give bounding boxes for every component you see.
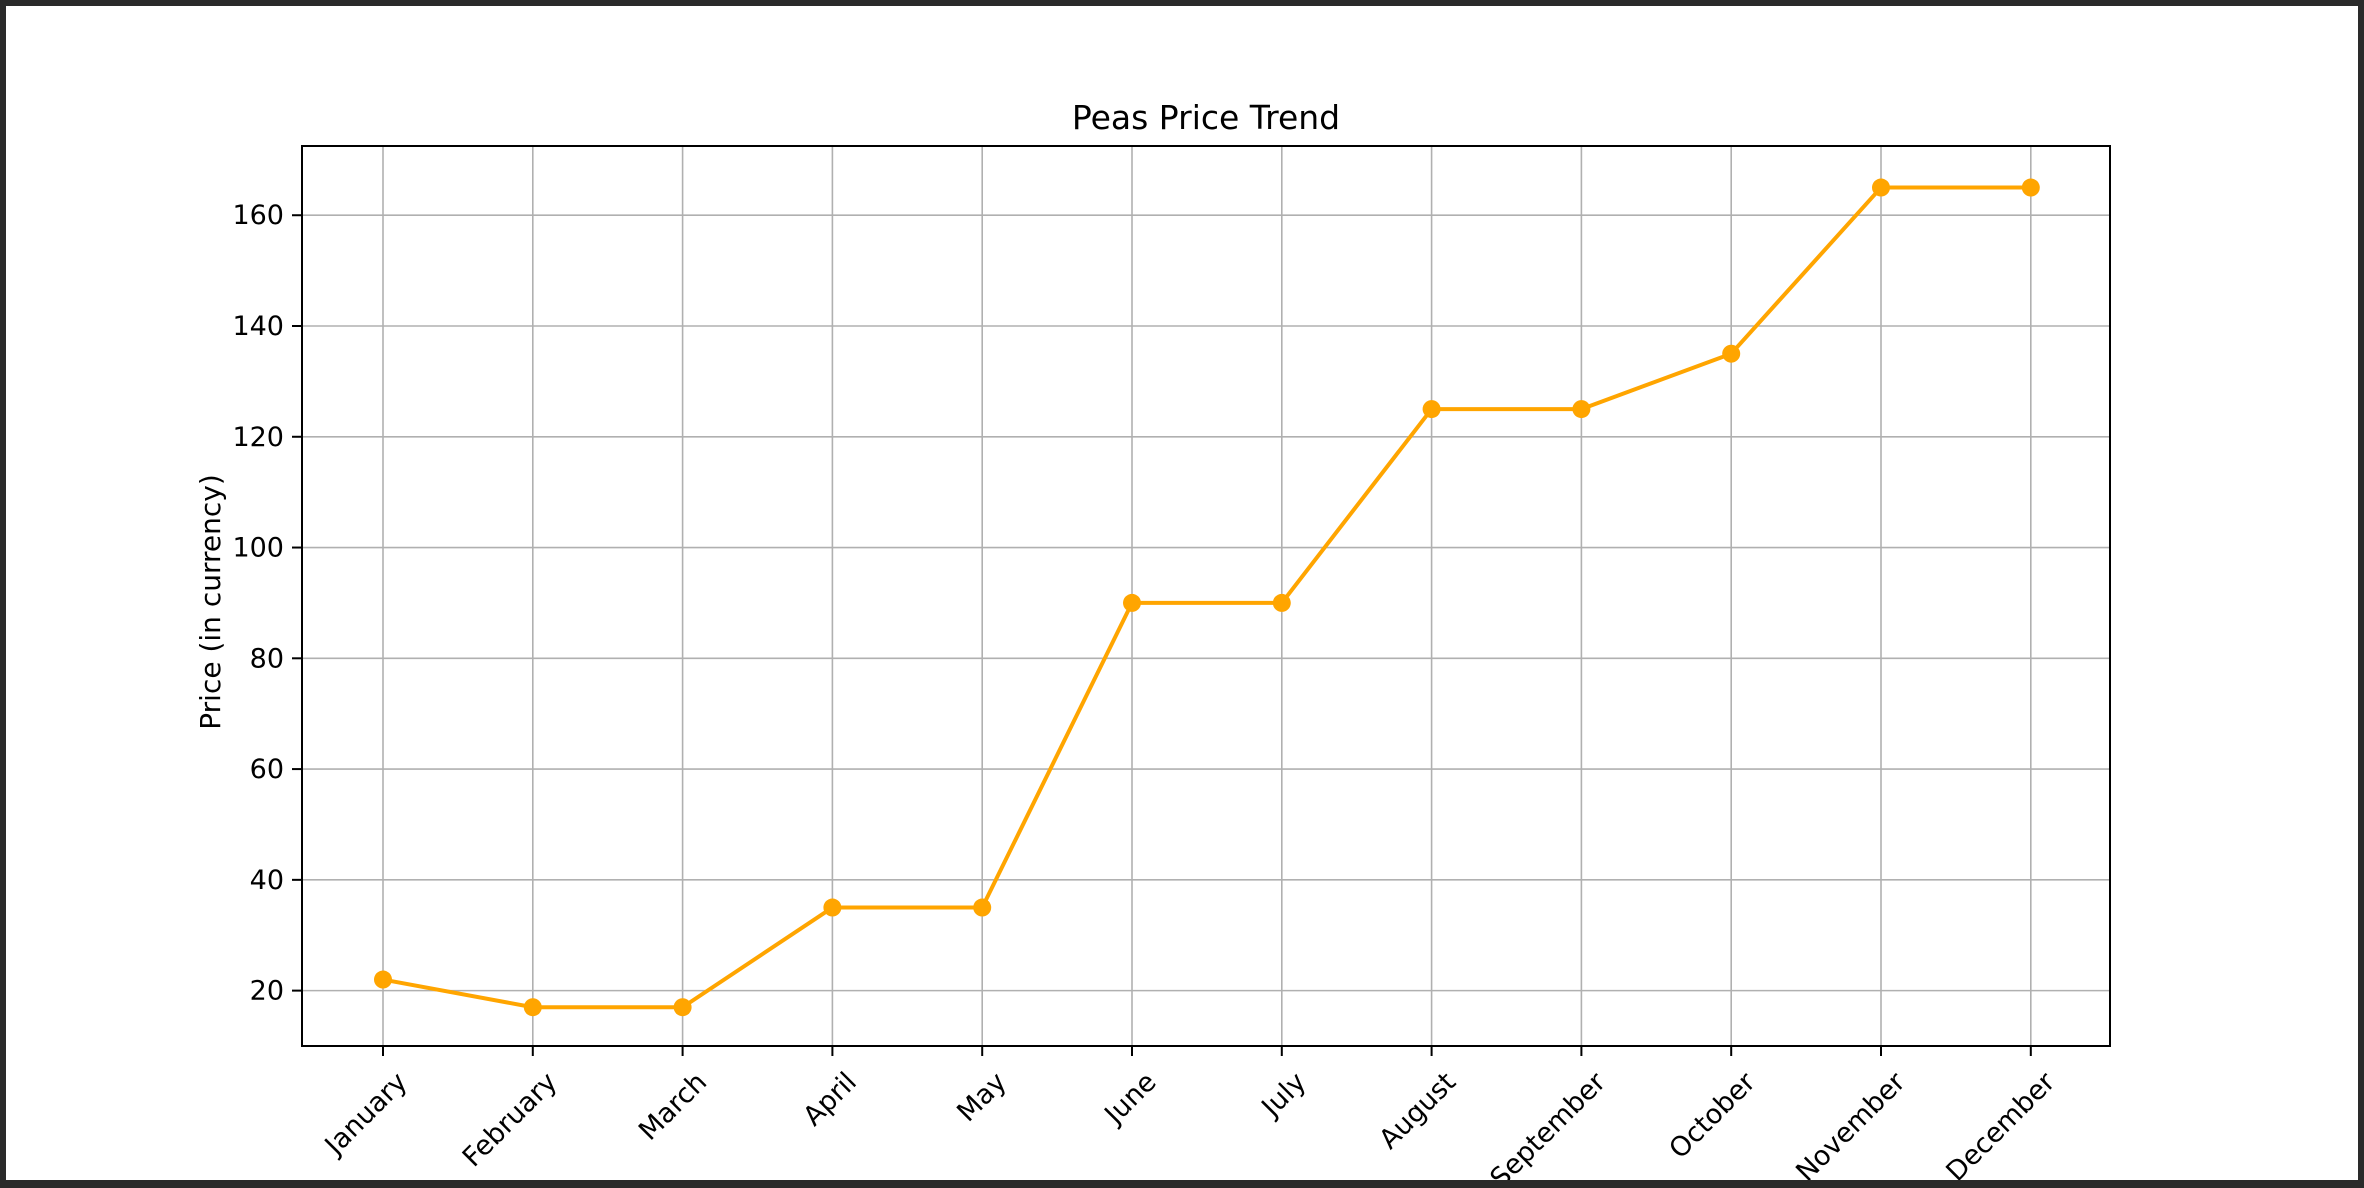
x-tick-label: August [1373, 1067, 1462, 1156]
data-point [1872, 178, 1890, 197]
x-tick-label: March [633, 1067, 713, 1147]
data-point [1422, 400, 1441, 419]
x-tick-label: July [1255, 1067, 1313, 1125]
y-tick-label: 120 [232, 422, 284, 453]
plot-area-frame [301, 145, 2111, 1047]
y-tick-label: 140 [232, 311, 284, 342]
x-axis-ticks: January February March April May June July Augu… [318, 1046, 2062, 1180]
data-point [973, 898, 992, 917]
x-tick-label: June [1098, 1067, 1163, 1132]
x-tick-label: January [318, 1067, 414, 1163]
y-tick-label: 100 [232, 533, 284, 564]
y-tick-label: 40 [250, 865, 284, 896]
series-layer [374, 178, 2040, 1017]
x-tick-label: February [457, 1067, 564, 1174]
data-point [1123, 593, 1141, 612]
data-point [2021, 178, 2040, 197]
x-tick-label: December [1940, 1066, 2062, 1180]
data-point [1722, 344, 1741, 363]
data-point [823, 898, 842, 917]
y-axis-ticks: 20 40 60 80 100 120 140 160 [232, 200, 302, 1007]
grid-lines [302, 146, 2110, 1046]
chart-title: Peas Price Trend [1072, 98, 1340, 137]
x-tick-label: May [951, 1067, 1012, 1128]
y-axis-label: Price (in currency) [194, 474, 227, 729]
series-line [382, 185, 2031, 1010]
y-tick-label: 160 [232, 200, 284, 231]
x-tick-label: April [797, 1067, 863, 1133]
x-tick-label: November [1790, 1066, 1912, 1180]
data-point [673, 998, 692, 1017]
x-tick-label: September [1484, 1066, 1612, 1180]
figure-canvas: Peas Price Trend 20 40 60 80 100 120 140 160 Ja… [6, 6, 2358, 1180]
line-chart: Peas Price Trend 20 40 60 80 100 120 140 160 Ja… [194, 98, 2111, 1180]
data-point [1572, 400, 1591, 419]
x-tick-label: October [1663, 1066, 1762, 1165]
data-point [374, 970, 392, 989]
data-point [1272, 593, 1291, 612]
y-tick-label: 60 [250, 754, 284, 785]
data-point [523, 998, 542, 1017]
y-tick-label: 80 [250, 643, 284, 674]
y-tick-label: 20 [250, 976, 284, 1007]
